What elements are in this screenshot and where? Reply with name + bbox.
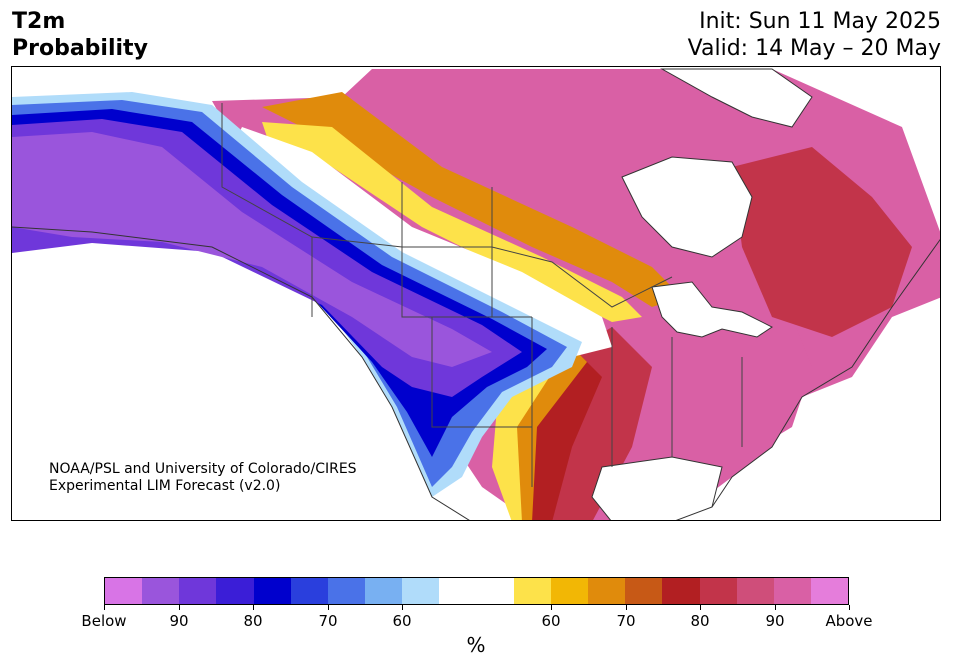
colorbar-swatch-4	[253, 578, 291, 604]
colorbar-swatch-17	[736, 578, 774, 604]
colorbar-unit: %	[466, 633, 486, 657]
colorbar-tick-7	[700, 605, 701, 610]
credit-line-2: Experimental LIM Forecast (v2.0)	[49, 478, 281, 494]
init-date: Init: Sun 11 May 2025	[699, 9, 941, 34]
colorbar-swatch-13	[588, 578, 626, 604]
hudson-bay	[621, 156, 753, 258]
colorbar-tick-1	[179, 605, 180, 610]
colorbar-tick-label-1: 90	[169, 612, 189, 630]
title-line-2: Probability	[12, 36, 148, 61]
yellow-band-north	[262, 122, 642, 322]
map-canvas	[12, 68, 940, 520]
colorbar-swatch-5	[290, 578, 328, 604]
colorbar-swatch-12	[550, 578, 589, 604]
great-lakes	[651, 281, 773, 338]
colorbar-swatch-19	[810, 578, 849, 604]
colorbar-swatch-11	[513, 578, 551, 604]
valid-date: Valid: 14 May – 20 May	[687, 36, 941, 61]
admin-borders	[221, 103, 743, 487]
colorbar-swatch-7	[365, 578, 403, 604]
colorbar-tick-label-0: Below	[81, 612, 127, 630]
credit-line-1: NOAA/PSL and University of Colorado/CIRE…	[49, 461, 357, 477]
colorbar-swatch-3	[216, 578, 254, 604]
colorbar-swatch-9	[439, 578, 477, 604]
colorbar-tick-9	[849, 605, 850, 610]
title-line-1: T2m	[12, 9, 66, 34]
yellow-band-south	[492, 342, 567, 520]
red-band-east	[732, 147, 912, 337]
forecast-dates: Init: Sun 11 May 2025 Valid: 14 May – 20…	[688, 8, 941, 62]
colorbar-swatch-0	[105, 578, 143, 604]
colorbar-tick-label-7: 80	[690, 612, 710, 630]
colorbar-swatch-15	[662, 578, 700, 604]
credit-text: NOAA/PSL and University of Colorado/CIRE…	[49, 461, 357, 495]
colorbar-tick-label-5: 60	[541, 612, 561, 630]
colorbar-tick-label-8: 90	[765, 612, 785, 630]
gulf-of-mexico	[591, 456, 723, 520]
colorbar-tick-label-3: 70	[318, 612, 338, 630]
colorbar-tick-label-6: 70	[616, 612, 636, 630]
colorbar-tick-6	[626, 605, 627, 610]
colorbar-tick-label-4: 60	[392, 612, 412, 630]
colorbar-tick-2	[253, 605, 254, 610]
colorbar-tick-3	[328, 605, 329, 610]
colorbar-tick-4	[402, 605, 403, 610]
greenland	[660, 68, 813, 128]
colorbar-swatch-18	[773, 578, 811, 604]
colorbar	[104, 577, 849, 605]
colorbar-tick-5	[551, 605, 552, 610]
colorbar-swatch-2	[179, 578, 217, 604]
colorbar-tick-8	[775, 605, 776, 610]
colorbar-swatch-6	[327, 578, 366, 604]
probability-map	[11, 66, 941, 521]
land-southeast	[612, 297, 812, 487]
colorbar-swatch-14	[625, 578, 663, 604]
cold-violet	[12, 132, 492, 367]
colorbar-swatch-16	[699, 578, 737, 604]
colorbar-swatch-10	[476, 578, 514, 604]
colorbar-tick-0	[104, 605, 105, 610]
colorbar-tick-label-2: 80	[243, 612, 263, 630]
white-band	[232, 127, 612, 357]
colorbar-swatch-1	[142, 578, 180, 604]
map-title: T2m Probability	[12, 8, 148, 62]
colorbar-swatch-8	[402, 578, 440, 604]
orange-band-north	[262, 92, 682, 307]
colorbar-tick-label-9: Above	[825, 612, 873, 630]
coastlines	[12, 226, 940, 520]
